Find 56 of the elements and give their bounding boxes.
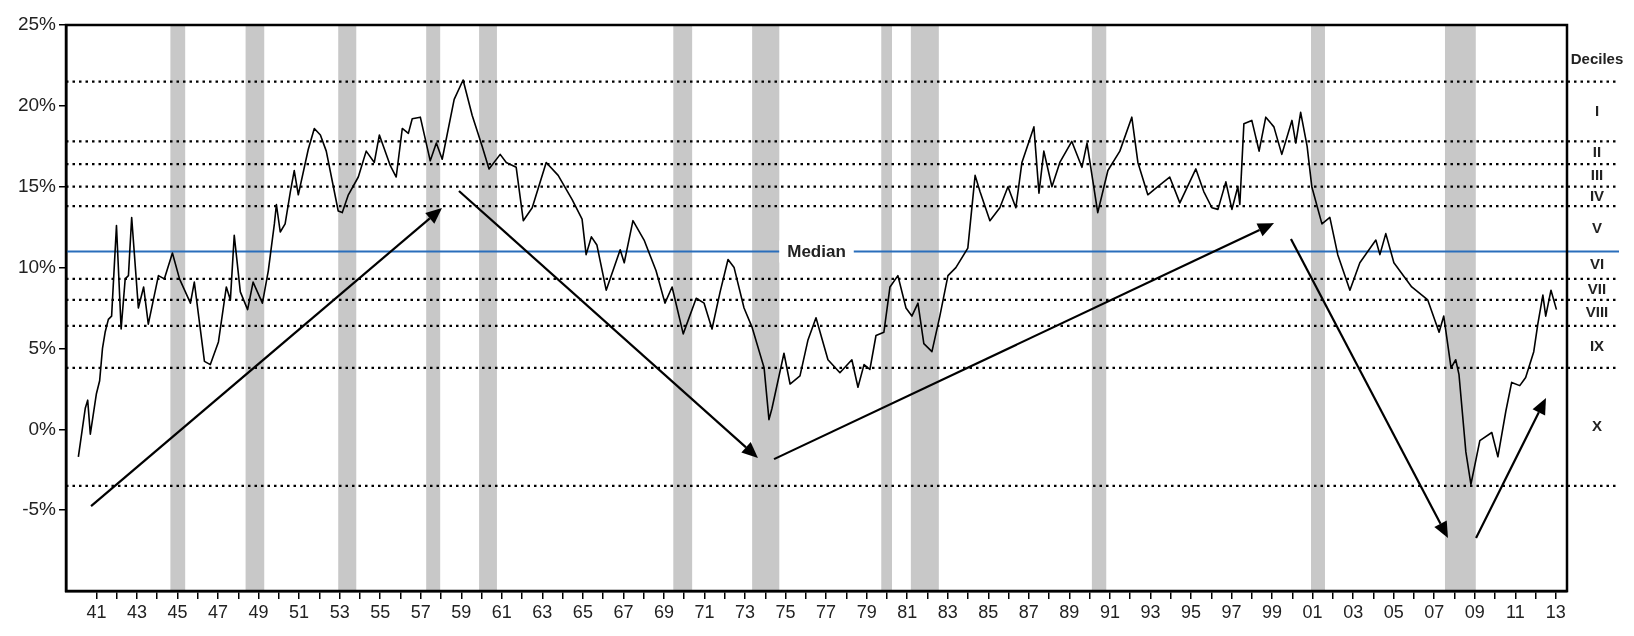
x-tick-label: 89 — [1059, 601, 1080, 622]
x-tick-label: 03 — [1343, 601, 1364, 622]
x-tick-label: 97 — [1221, 601, 1242, 622]
x-tick-label: 11 — [1505, 601, 1525, 622]
y-tick-label: 20% — [17, 94, 57, 116]
text: Deciles — [1570, 49, 1624, 67]
y-tick-label: 5% — [28, 336, 57, 358]
x-tick-label: 81 — [897, 601, 918, 622]
x-tick-label: 57 — [410, 601, 431, 622]
text: VIII — [1585, 302, 1609, 320]
x-tick-label: 13 — [1545, 601, 1566, 622]
x-tick-label: 77 — [816, 601, 837, 622]
y-tick-label: 10% — [17, 255, 57, 277]
x-tick-label: 47 — [208, 601, 229, 622]
text: VI — [1589, 255, 1605, 273]
x-tick-label: 75 — [775, 601, 796, 622]
x-tick-label: 73 — [735, 601, 756, 622]
text: V — [1591, 218, 1603, 236]
x-tick-label: 91 — [1099, 601, 1120, 622]
y-tick-label: -5% — [22, 498, 57, 520]
x-tick-label: 95 — [1180, 601, 1202, 622]
x-tick-label: 01 — [1302, 601, 1323, 622]
y-tick-label: 15% — [17, 174, 57, 196]
x-tick-label: 07 — [1424, 601, 1445, 622]
text: II — [1592, 142, 1602, 160]
x-tick-label: 49 — [248, 601, 269, 622]
text: IX — [1589, 336, 1605, 354]
ref-line-label: Median — [787, 242, 846, 262]
x-tick-label: 45 — [167, 601, 188, 622]
x-tick-label: 79 — [856, 601, 877, 622]
text: X — [1591, 417, 1603, 434]
x-tick-label: 59 — [451, 601, 472, 622]
x-tick-label: 65 — [572, 601, 593, 622]
text: I — [1594, 101, 1600, 119]
x-tick-label: 63 — [532, 601, 553, 622]
x-tick-label: 83 — [937, 601, 958, 622]
x-tick-label: 99 — [1262, 601, 1283, 622]
x-tick-label: 93 — [1140, 601, 1161, 622]
x-tick-label: 71 — [694, 601, 715, 622]
x-tick-label: 51 — [289, 601, 310, 622]
x-tick-label: 43 — [126, 601, 147, 622]
x-tick-label: 87 — [1018, 601, 1039, 622]
x-tick-label: 05 — [1383, 601, 1404, 622]
x-tick-label: 09 — [1464, 601, 1485, 622]
x-tick-label: 85 — [978, 601, 999, 622]
x-tick-label: 61 — [491, 601, 512, 622]
text: III — [1590, 165, 1604, 183]
x-tick-label: 55 — [370, 601, 391, 622]
text: IV — [1589, 186, 1605, 204]
y-tick-label: 25% — [17, 13, 57, 35]
y-tick-label: 0% — [28, 417, 57, 439]
x-tick-label: 53 — [329, 601, 350, 622]
x-tick-label: 67 — [613, 601, 634, 622]
text: VII — [1587, 279, 1607, 297]
x-tick-label: 41 — [86, 601, 107, 622]
x-tick-label: 69 — [653, 601, 674, 622]
